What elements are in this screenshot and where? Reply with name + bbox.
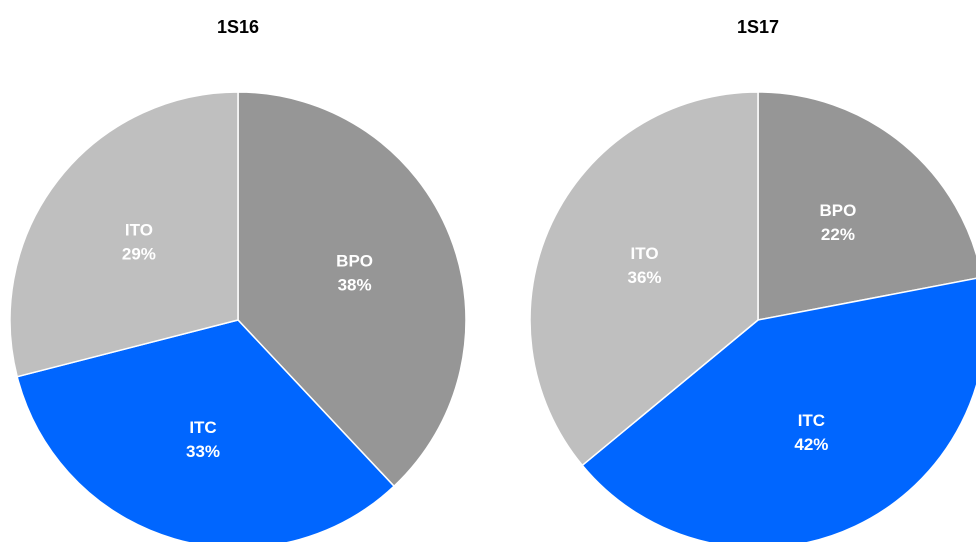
pie-slice [529, 91, 759, 467]
slice-category: ITO [631, 244, 659, 263]
slice-value-label: 38% [338, 275, 372, 294]
slice-value-label: 29% [122, 245, 156, 264]
slice-category: ITO [125, 221, 153, 240]
slice-value-label: 36% [628, 268, 662, 287]
pie-slice [581, 277, 976, 542]
pie-slice [16, 319, 396, 542]
pie-slice [757, 91, 976, 321]
pie-slice [237, 91, 467, 488]
slice-category: BPO [820, 201, 857, 220]
slice-category: ITC [189, 418, 216, 437]
slice-category: BPO [336, 251, 373, 270]
slice-value-label: 42% [794, 435, 828, 454]
chart-title: 1S16 [217, 17, 259, 37]
slice-category: ITC [798, 411, 825, 430]
slice-value-label: 22% [821, 225, 855, 244]
pie-slice [9, 91, 239, 378]
slice-value-label: 33% [186, 442, 220, 461]
chart-title: 1S17 [737, 17, 779, 37]
